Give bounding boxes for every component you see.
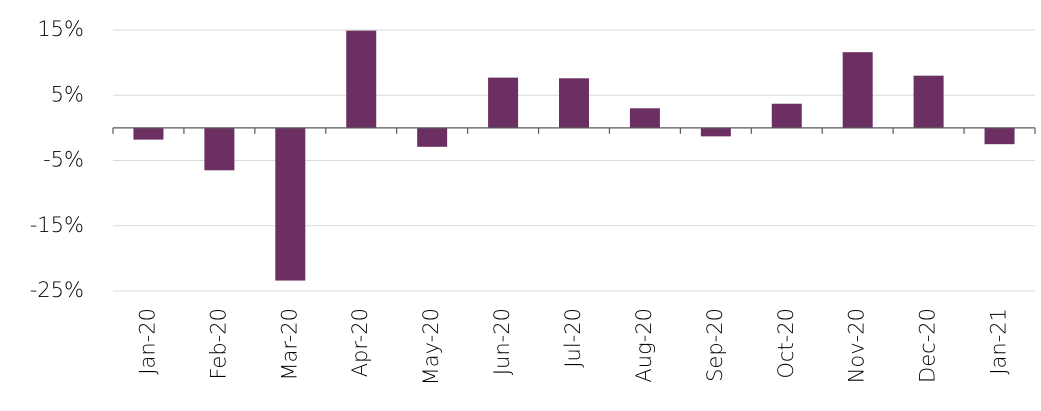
x-tick-label: Jan-21: [987, 308, 1011, 375]
bar: [275, 127, 306, 281]
bar: [984, 127, 1015, 145]
x-tick-label: Nov-20: [845, 308, 869, 383]
x-tick-label: Sep-20: [703, 308, 727, 382]
bar: [488, 77, 519, 128]
x-tick-label: Jun-20: [490, 308, 514, 375]
bar: [629, 108, 660, 128]
x-tick-label: Aug-20: [632, 308, 656, 383]
y-tick-label: -15%: [30, 213, 84, 237]
x-tick-label: Apr-20: [348, 308, 372, 377]
bar: [204, 127, 235, 171]
y-tick-label: -25%: [30, 278, 84, 302]
bar: [417, 127, 448, 147]
bar: [913, 75, 944, 128]
y-tick-label: -5%: [43, 148, 84, 172]
y-tick-label: 15%: [37, 17, 84, 41]
bar: [559, 78, 589, 128]
x-tick-label: May-20: [419, 308, 443, 385]
bar: [346, 30, 377, 128]
x-tick-label: Jul-20: [561, 308, 585, 368]
x-tick-label: Jan-20: [135, 308, 159, 375]
bar: [771, 103, 802, 128]
y-tick-label: 5%: [51, 82, 84, 106]
x-tick-label: Feb-20: [206, 308, 230, 379]
bar: [133, 127, 164, 140]
bar: [700, 127, 731, 137]
x-tick-label: Dec-20: [916, 308, 940, 383]
x-tick-label: Oct-20: [774, 308, 798, 379]
bar: [842, 52, 873, 128]
x-tick-label: Mar-20: [277, 308, 301, 381]
